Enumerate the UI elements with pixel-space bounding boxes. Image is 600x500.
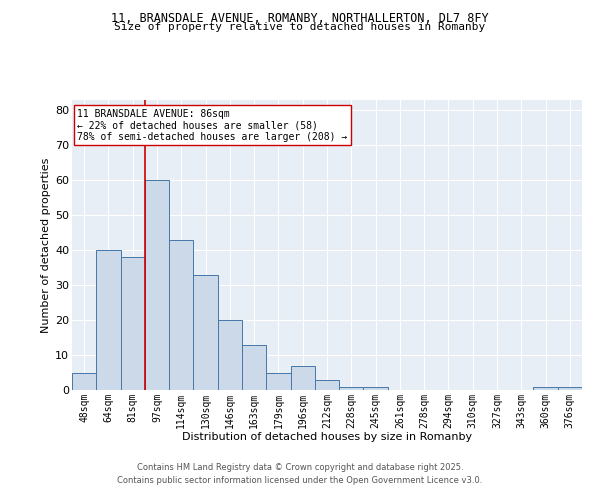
Bar	[169, 240, 193, 390]
X-axis label: Distribution of detached houses by size in Romanby: Distribution of detached houses by size …	[182, 432, 472, 442]
Bar	[242, 344, 266, 390]
Bar	[315, 380, 339, 390]
Bar	[145, 180, 169, 390]
Bar	[339, 386, 364, 390]
Bar	[72, 372, 96, 390]
Y-axis label: Number of detached properties: Number of detached properties	[41, 158, 51, 332]
Bar	[290, 366, 315, 390]
Bar	[193, 274, 218, 390]
Text: Contains HM Land Registry data © Crown copyright and database right 2025.: Contains HM Land Registry data © Crown c…	[137, 464, 463, 472]
Bar	[266, 372, 290, 390]
Text: 11, BRANSDALE AVENUE, ROMANBY, NORTHALLERTON, DL7 8FY: 11, BRANSDALE AVENUE, ROMANBY, NORTHALLE…	[111, 12, 489, 26]
Bar	[364, 386, 388, 390]
Bar	[96, 250, 121, 390]
Text: Contains public sector information licensed under the Open Government Licence v3: Contains public sector information licen…	[118, 476, 482, 485]
Bar	[558, 386, 582, 390]
Bar	[533, 386, 558, 390]
Bar	[121, 257, 145, 390]
Text: Size of property relative to detached houses in Romanby: Size of property relative to detached ho…	[115, 22, 485, 32]
Bar	[218, 320, 242, 390]
Text: 11 BRANSDALE AVENUE: 86sqm
← 22% of detached houses are smaller (58)
78% of semi: 11 BRANSDALE AVENUE: 86sqm ← 22% of deta…	[77, 108, 347, 142]
